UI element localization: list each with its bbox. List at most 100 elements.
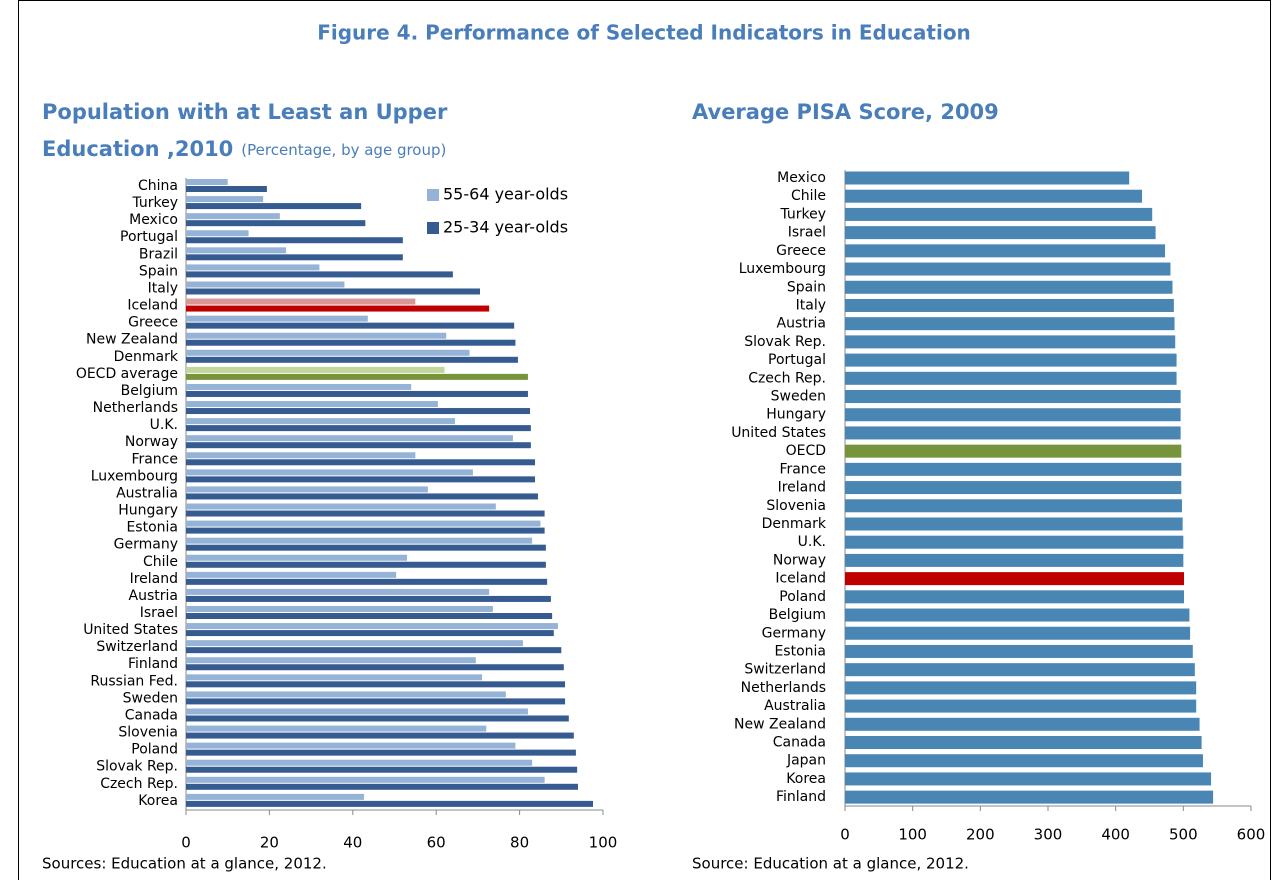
legend-label: 25-34 year-olds	[443, 218, 568, 237]
category-label: Korea	[786, 771, 826, 787]
bar	[845, 553, 1184, 567]
x-tick-label: 40	[343, 834, 362, 852]
bar	[186, 561, 546, 568]
bar	[845, 298, 1174, 312]
bar	[186, 383, 412, 390]
bar	[845, 244, 1166, 258]
bar	[186, 373, 528, 380]
figure-title: Figure 4. Performance of Selected Indica…	[317, 21, 971, 45]
bar	[186, 271, 453, 278]
bar	[186, 322, 515, 329]
category-label: Russian Fed.	[90, 673, 178, 689]
bar	[186, 647, 562, 654]
bar	[186, 305, 490, 312]
bar	[845, 717, 1200, 731]
bar	[186, 749, 576, 756]
category-label: Czech Rep.	[100, 776, 178, 792]
category-label: Austria	[777, 316, 826, 332]
bar	[186, 247, 287, 254]
category-label: Spain	[139, 263, 178, 279]
x-tick-label: 100	[589, 834, 618, 852]
bar	[186, 571, 397, 578]
category-label: Greece	[128, 315, 178, 331]
bar	[186, 742, 516, 749]
category-label: Slovak Rep.	[96, 759, 178, 775]
bar	[186, 588, 490, 595]
category-label: Mexico	[129, 212, 178, 228]
bar	[186, 657, 476, 664]
x-tick-label: 60	[427, 834, 446, 852]
category-label: Italy	[796, 297, 826, 313]
chart-title: Population with at Least an Upper	[42, 100, 448, 124]
category-label: Iceland	[775, 571, 826, 587]
category-label: Greece	[776, 243, 826, 259]
category-label: Sweden	[771, 389, 826, 405]
bar	[186, 691, 506, 698]
category-label: Finland	[128, 656, 178, 672]
x-tick-label: 200	[966, 826, 995, 844]
bar	[845, 280, 1173, 294]
bar	[845, 626, 1191, 640]
chart-title: Average PISA Score, 2009	[692, 100, 999, 124]
bar	[186, 493, 538, 500]
bar	[845, 608, 1190, 622]
bar	[845, 390, 1181, 404]
category-label: Belgium	[769, 607, 826, 623]
bar	[186, 435, 513, 442]
bar	[845, 335, 1176, 349]
x-tick-label: 300	[1034, 826, 1063, 844]
bar	[186, 783, 578, 790]
category-label: OECD average	[76, 366, 178, 382]
bar	[186, 520, 541, 527]
category-label: Australia	[764, 698, 826, 714]
category-label: Switzerland	[744, 662, 826, 678]
category-label: Hungary	[118, 503, 178, 519]
bar	[186, 213, 280, 220]
category-label: Denmark	[114, 349, 179, 365]
category-label: Portugal	[120, 229, 178, 245]
bar	[845, 681, 1197, 695]
bar	[186, 613, 553, 619]
category-label: Italy	[148, 280, 178, 296]
category-label: Slovak Rep.	[744, 334, 826, 350]
bar	[186, 527, 545, 534]
category-label: New Zealand	[86, 332, 178, 348]
category-label: Estonia	[126, 520, 178, 536]
bar	[186, 332, 447, 339]
bar	[186, 544, 546, 551]
bar	[186, 793, 365, 800]
legend-swatch	[427, 222, 439, 234]
bar	[186, 674, 483, 681]
bar	[845, 572, 1185, 586]
source-note: Sources: Education at a glance, 2012.	[42, 855, 327, 873]
legend-label: 55-64 year-olds	[443, 185, 568, 204]
x-tick-label: 0	[181, 834, 191, 852]
category-label: Ireland	[130, 571, 178, 587]
bar	[845, 189, 1143, 203]
chart-title: Education ,2010 (Percentage, by age group…	[42, 137, 446, 161]
category-label: United States	[731, 425, 826, 441]
category-label: Brazil	[139, 246, 178, 262]
bar	[186, 339, 516, 346]
bar	[186, 595, 551, 602]
bar	[186, 766, 578, 773]
category-label: U.K.	[150, 417, 178, 433]
category-label: Netherlands	[93, 400, 178, 416]
category-label: Chile	[143, 554, 178, 570]
x-tick-label: 600	[1237, 826, 1266, 844]
bar	[186, 732, 574, 739]
category-label: Mexico	[777, 170, 826, 186]
bar	[186, 452, 416, 459]
bar	[186, 298, 416, 305]
bar	[845, 644, 1193, 658]
bar	[186, 264, 320, 271]
bar	[186, 254, 403, 261]
bar	[845, 663, 1195, 677]
category-label: Belgium	[121, 383, 178, 399]
bar	[186, 425, 531, 432]
bar	[845, 226, 1156, 240]
bar	[186, 196, 264, 203]
category-label: Norway	[125, 434, 178, 450]
bar	[845, 772, 1212, 786]
